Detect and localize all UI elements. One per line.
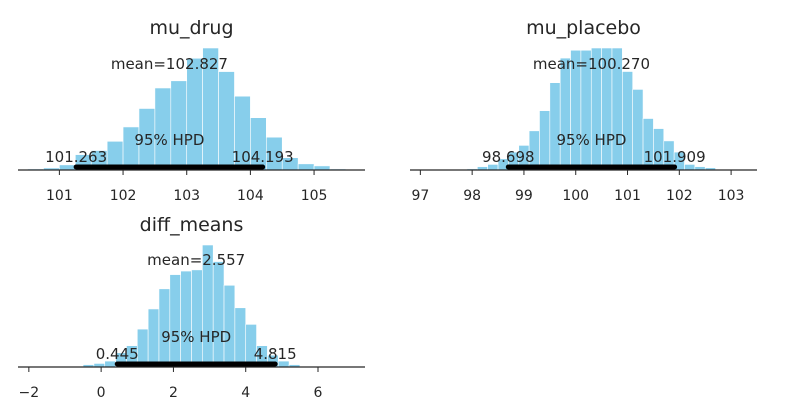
histogram-bar xyxy=(559,57,571,171)
histogram-bar xyxy=(549,82,561,171)
histogram-bar xyxy=(297,163,315,171)
histogram-bar xyxy=(313,165,331,171)
subplot-mu-placebo: mu_placebo 97 98 99 100 101 102 103 98.698 101.90… xyxy=(410,17,757,204)
histogram-bar xyxy=(180,270,192,368)
x-tick-label: −2 xyxy=(19,385,40,401)
x-tick-label: 4 xyxy=(241,385,250,401)
mean-label: mean=2.557 xyxy=(147,251,245,269)
mean-label: mean=100.270 xyxy=(533,55,650,73)
histogram-bar xyxy=(223,284,236,368)
histogram-bar xyxy=(632,89,644,171)
histogram-bar xyxy=(147,308,160,368)
x-tick-label: 103 xyxy=(718,188,745,204)
subplot-mu-drug: mu_drug 101 102 103 104 105 101.263 104.193 95% … xyxy=(18,17,365,204)
hpd-upper-label: 4.815 xyxy=(254,345,297,363)
chart-title: mu_placebo xyxy=(526,17,641,39)
subplot-diff-means: diff_means −2 0 2 4 6 0.445 4.815 95% HPD mean=2.… xyxy=(18,214,365,401)
x-tick-label: 101 xyxy=(46,188,73,204)
histogram-bar xyxy=(191,269,203,368)
histogram-bar xyxy=(136,328,149,368)
hpd-label: 95% HPD xyxy=(556,131,626,149)
x-tick-label: 2 xyxy=(169,385,178,401)
hpd-label: 95% HPD xyxy=(161,328,231,346)
x-tick-label: 100 xyxy=(562,188,589,204)
x-tick-label: 6 xyxy=(314,385,323,401)
hpd-lower-label: 0.445 xyxy=(96,345,139,363)
x-tick-label: 105 xyxy=(301,188,328,204)
histogram-bar xyxy=(539,110,551,171)
x-tick-label: 97 xyxy=(411,188,429,204)
x-tick-label: 0 xyxy=(97,385,106,401)
hpd-upper-label: 104.193 xyxy=(232,148,294,166)
histogram-bar xyxy=(212,261,225,368)
histogram-bar xyxy=(169,274,181,368)
hpd-upper-label: 101.909 xyxy=(644,148,706,166)
chart-title: mu_drug xyxy=(149,17,233,39)
x-tick-label: 99 xyxy=(515,188,533,204)
histogram-bar xyxy=(154,87,172,171)
histogram-bar xyxy=(234,307,247,368)
histogram-bar xyxy=(622,71,634,171)
chart-title: diff_means xyxy=(140,214,244,236)
x-tick-label: 102 xyxy=(666,188,693,204)
hpd-label: 95% HPD xyxy=(134,131,204,149)
mean-label: mean=102.827 xyxy=(111,55,228,73)
x-tick-label: 101 xyxy=(614,188,641,204)
x-tick-label: 104 xyxy=(237,188,264,204)
x-tick-label: 98 xyxy=(463,188,481,204)
hpd-lower-label: 101.263 xyxy=(45,148,107,166)
hpd-lower-label: 98.698 xyxy=(482,148,535,166)
x-tick-label: 103 xyxy=(173,188,200,204)
histogram-bar xyxy=(186,57,203,171)
histogram-bar xyxy=(170,80,188,171)
x-tick-label: 102 xyxy=(110,188,137,204)
